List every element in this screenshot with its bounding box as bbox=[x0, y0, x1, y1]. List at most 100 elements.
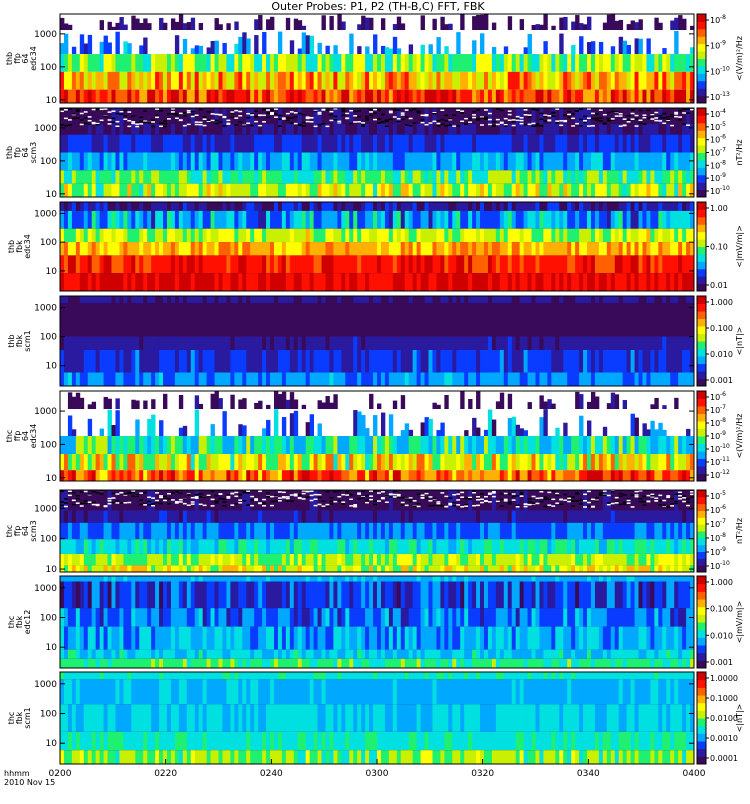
spectrogram-cell bbox=[234, 470, 238, 481]
spectrogram-cell bbox=[385, 303, 389, 336]
spectrogram-cell bbox=[215, 470, 219, 481]
spectrogram-cell bbox=[147, 255, 151, 273]
spectrogram-cell bbox=[333, 90, 337, 103]
spectrogram-cell bbox=[123, 554, 127, 565]
spectrogram-cell bbox=[476, 118, 480, 120]
spectrogram-cell bbox=[119, 211, 123, 229]
colorbar-tick-base: 10 bbox=[710, 471, 720, 480]
spectrogram-cell bbox=[112, 170, 116, 183]
spectrogram-cell bbox=[464, 153, 468, 171]
spectrogram-cell bbox=[270, 17, 274, 30]
spectrogram-cell bbox=[413, 454, 417, 470]
spectrogram-cell bbox=[468, 72, 472, 90]
spectrogram-cell bbox=[369, 135, 373, 153]
spectrogram-cell bbox=[68, 119, 72, 121]
spectrogram-cell bbox=[254, 337, 258, 351]
spectrogram-cell bbox=[262, 72, 266, 90]
spectrogram-cell bbox=[88, 108, 92, 124]
spectrogram-cell bbox=[322, 211, 326, 229]
spectrogram-cell bbox=[413, 122, 417, 124]
spectrogram-cell bbox=[60, 554, 64, 565]
spectrogram-cell bbox=[389, 108, 393, 124]
spectrogram-cell bbox=[674, 454, 678, 470]
spectrogram-cell bbox=[337, 273, 341, 291]
spectrogram-cell bbox=[96, 350, 100, 373]
spectrogram-cell bbox=[599, 350, 603, 373]
spectrogram-cell bbox=[452, 454, 456, 470]
spectrogram-cell bbox=[662, 90, 666, 103]
spectrogram-cell bbox=[369, 90, 373, 103]
spectrogram-cell bbox=[547, 399, 551, 409]
spectrogram-cell bbox=[635, 54, 639, 72]
spectrogram-cell bbox=[119, 539, 123, 554]
spectrogram-cell bbox=[365, 454, 369, 470]
spectrogram-cell bbox=[559, 242, 563, 255]
spectrogram-cell bbox=[76, 135, 80, 153]
spectrogram-cell bbox=[579, 125, 583, 127]
spectrogram-cell bbox=[302, 54, 306, 72]
spectrogram-cell bbox=[211, 153, 215, 171]
spectrogram-cell bbox=[377, 337, 381, 351]
spectrogram-cell bbox=[670, 337, 674, 351]
spectrogram-cell bbox=[393, 373, 397, 387]
spectrogram-cell bbox=[167, 229, 171, 242]
spectrogram-cell bbox=[219, 373, 223, 387]
spectrogram-cell bbox=[278, 184, 282, 197]
spectrogram-cell bbox=[571, 242, 575, 255]
spectrogram-cell bbox=[325, 72, 329, 90]
spectrogram-cell bbox=[80, 211, 84, 229]
spectrogram-cell bbox=[80, 255, 84, 273]
spectrogram-cell bbox=[104, 554, 108, 565]
spectrogram-cell bbox=[686, 135, 690, 153]
spectrogram-cell bbox=[536, 337, 540, 351]
spectrogram-cell bbox=[611, 454, 615, 470]
spectrogram-cell bbox=[258, 242, 262, 255]
spectrogram-cell bbox=[357, 202, 361, 211]
spectrogram-cell bbox=[587, 229, 591, 242]
spectrogram-cell bbox=[658, 170, 662, 183]
spectrogram-cell bbox=[163, 470, 167, 481]
spectrogram-cell bbox=[397, 121, 401, 123]
spectrogram-cell bbox=[639, 211, 643, 229]
spectrogram-cell bbox=[104, 350, 108, 373]
spectrogram-cell bbox=[662, 211, 666, 229]
spectrogram-cell bbox=[175, 296, 179, 303]
spectrogram-cell bbox=[579, 108, 583, 110]
spectrogram-cell bbox=[337, 350, 341, 373]
spectrogram-cell bbox=[591, 255, 595, 273]
spectrogram-cell bbox=[670, 202, 674, 211]
spectrogram-cell bbox=[135, 108, 139, 124]
spectrogram-cell bbox=[432, 113, 436, 115]
spectrogram-cell bbox=[72, 202, 76, 211]
spectrogram-cell bbox=[476, 229, 480, 242]
spectrogram-cell bbox=[440, 454, 444, 470]
spectrogram-cell bbox=[108, 554, 112, 565]
spectrogram-cell bbox=[480, 90, 484, 103]
spectrogram-cell bbox=[682, 54, 686, 72]
spectrogram-cell bbox=[215, 90, 219, 103]
spectrogram-cell bbox=[361, 273, 365, 291]
spectrogram-cell bbox=[68, 436, 72, 454]
spectrogram-cell bbox=[294, 135, 298, 153]
spectrogram-cell bbox=[294, 184, 298, 197]
colorbar-tick-base: 10 bbox=[710, 42, 720, 51]
spectrogram-cell bbox=[345, 108, 349, 124]
spectrogram-cell bbox=[112, 502, 116, 504]
spectrogram-cell bbox=[524, 296, 528, 303]
spectrogram-cell bbox=[452, 90, 456, 103]
spectrogram-cell bbox=[246, 38, 250, 54]
spectrogram-cell bbox=[286, 211, 290, 229]
spectrogram-cell bbox=[539, 296, 543, 303]
spectrogram-cell bbox=[464, 124, 468, 135]
spectrogram-cell bbox=[480, 454, 484, 470]
spectrogram-cell bbox=[436, 350, 440, 373]
spectrogram-cell bbox=[615, 21, 619, 30]
spectrogram-cell bbox=[322, 337, 326, 351]
spectrogram-cell bbox=[234, 110, 238, 112]
spectrogram-cell bbox=[290, 40, 294, 54]
spectrogram-cell bbox=[171, 255, 175, 273]
spectrogram-cell bbox=[631, 153, 635, 171]
spectrogram-cell bbox=[270, 337, 274, 351]
colorbar-swatch bbox=[697, 421, 706, 429]
spectrogram-cell bbox=[444, 296, 448, 303]
